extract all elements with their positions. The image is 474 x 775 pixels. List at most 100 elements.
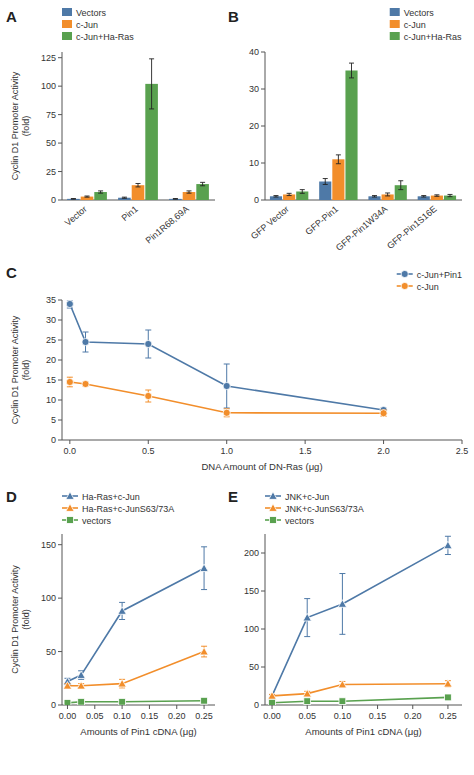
point <box>445 694 452 701</box>
error-bar <box>224 364 230 408</box>
error-cap <box>187 190 192 191</box>
x-tick-label: 0.25 <box>439 711 457 721</box>
y-axis <box>62 300 63 440</box>
point <box>338 680 346 688</box>
x-tick <box>67 705 68 709</box>
error-bar <box>67 377 73 387</box>
bar <box>319 182 331 201</box>
bar <box>183 192 196 200</box>
bar <box>345 71 357 201</box>
error-cap <box>136 186 141 187</box>
y-tick-label: 35 <box>46 295 56 305</box>
error-cap <box>336 163 341 164</box>
legend-label: JNK+c-Jun <box>285 492 329 502</box>
legend-label: c-Jun <box>417 282 439 292</box>
legend-label: Ha-Ras+c-Jun <box>82 492 140 502</box>
legend-label: c-Jun <box>404 20 426 30</box>
x-tick-label: 0.05 <box>298 711 316 721</box>
bar <box>169 199 182 200</box>
error-cap <box>85 196 90 197</box>
y-tick-label: 25 <box>46 167 56 177</box>
error-cap <box>445 554 451 555</box>
error-cap <box>224 408 230 409</box>
panel-title: C <box>6 264 17 281</box>
plot-area <box>270 63 456 200</box>
point <box>78 698 85 705</box>
x-label: Amounts of Pin1 cDNA (μg) <box>80 726 196 737</box>
bar <box>81 197 94 200</box>
error-bar <box>421 196 426 197</box>
error-cap <box>145 390 151 391</box>
error-cap <box>273 195 278 196</box>
y-tick <box>58 705 62 706</box>
series-line <box>272 684 448 696</box>
y-axis <box>62 52 63 200</box>
point <box>303 689 311 697</box>
error-bar <box>381 410 387 416</box>
point <box>77 671 85 679</box>
x-axis <box>265 705 462 706</box>
y-tick <box>58 440 62 441</box>
x-tick <box>307 705 308 709</box>
plot-area <box>63 547 208 705</box>
y-tick-label: 0 <box>51 435 56 445</box>
legend: JNK+c-JunJNK+c-JunS63/73Avectors <box>265 492 364 526</box>
error-cap <box>145 358 151 359</box>
x-tick <box>447 705 448 709</box>
series-line <box>70 304 384 410</box>
x-tick-label: 0.25 <box>195 711 213 721</box>
y-tick <box>261 89 265 90</box>
series-line <box>272 697 448 702</box>
error-bar <box>145 390 151 402</box>
error-cap <box>323 178 328 179</box>
error-bar <box>145 330 151 358</box>
legend-label: Vectors <box>404 8 435 18</box>
y-tick <box>261 163 265 164</box>
error-cap <box>201 546 207 547</box>
error-cap <box>304 636 310 637</box>
bar <box>444 196 456 200</box>
error-cap <box>287 195 292 196</box>
legend-label: c-Jun <box>76 20 98 30</box>
point <box>444 541 452 549</box>
error-bar <box>287 193 292 195</box>
error-cap <box>273 197 278 198</box>
error-cap <box>372 195 377 196</box>
legend-marker <box>401 270 408 277</box>
error-bar <box>187 191 192 193</box>
legend-label: c-Jun+Ha-Ras <box>404 32 462 42</box>
point <box>82 338 89 345</box>
error-bar <box>448 194 453 196</box>
y-tick-label: 50 <box>46 138 56 148</box>
x-tick-label: 0.15 <box>369 711 387 721</box>
legend-swatch <box>62 32 72 40</box>
error-bar <box>122 197 127 198</box>
y-tick-label: 100 <box>41 593 56 603</box>
x-tick-label: 0.0 <box>64 446 77 456</box>
error-bar <box>136 183 141 186</box>
bar <box>418 196 430 200</box>
error-bar <box>224 409 230 417</box>
y-tick-label: 125 <box>41 53 56 63</box>
legend-marker <box>66 492 74 500</box>
error-bar <box>323 179 328 185</box>
error-line <box>400 181 401 190</box>
error-cap <box>398 189 403 190</box>
error-cap <box>448 196 453 197</box>
y-tick <box>261 629 265 630</box>
category-label: GFP Vector <box>249 204 291 241</box>
y-tick <box>58 340 62 341</box>
y-tick-label: 20 <box>249 121 259 131</box>
y-tick <box>58 544 62 545</box>
error-cap <box>187 193 192 194</box>
x-tick <box>149 705 150 709</box>
category-label: Vector <box>63 204 89 228</box>
error-cap <box>323 184 328 185</box>
bar <box>270 196 282 200</box>
error-cap <box>349 77 354 78</box>
x-tick <box>204 705 205 709</box>
error-cap <box>398 180 403 181</box>
legend-marker <box>67 517 74 524</box>
x-tick <box>94 705 95 709</box>
x-tick-label: 0.20 <box>404 711 422 721</box>
